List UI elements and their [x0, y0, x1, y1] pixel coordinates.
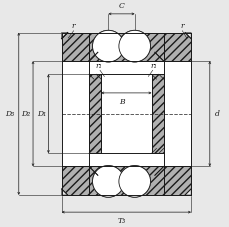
Polygon shape — [163, 166, 190, 195]
Polygon shape — [163, 32, 190, 61]
Text: D₃: D₃ — [5, 110, 14, 118]
Text: C: C — [118, 2, 124, 10]
Circle shape — [92, 30, 124, 62]
Text: B: B — [118, 98, 124, 106]
Bar — [61, 32, 190, 195]
Text: r₁: r₁ — [95, 62, 102, 70]
Polygon shape — [61, 32, 67, 39]
Text: r: r — [180, 22, 183, 30]
Text: r: r — [71, 22, 75, 30]
Text: D₁: D₁ — [36, 110, 46, 118]
Polygon shape — [89, 166, 163, 195]
Circle shape — [118, 30, 150, 62]
Polygon shape — [151, 74, 163, 153]
Polygon shape — [184, 32, 190, 39]
Polygon shape — [89, 32, 163, 61]
Circle shape — [118, 30, 150, 62]
Polygon shape — [89, 74, 101, 153]
Text: D₂: D₂ — [21, 110, 30, 118]
Polygon shape — [184, 189, 190, 195]
Text: T₃: T₃ — [117, 217, 125, 225]
Polygon shape — [61, 189, 67, 195]
Circle shape — [92, 165, 124, 197]
Circle shape — [118, 165, 150, 197]
Circle shape — [92, 165, 124, 197]
Text: r₁: r₁ — [150, 62, 156, 70]
Text: d: d — [214, 110, 218, 118]
Circle shape — [92, 30, 124, 62]
Polygon shape — [61, 32, 89, 61]
Polygon shape — [61, 166, 89, 195]
Circle shape — [118, 165, 150, 197]
